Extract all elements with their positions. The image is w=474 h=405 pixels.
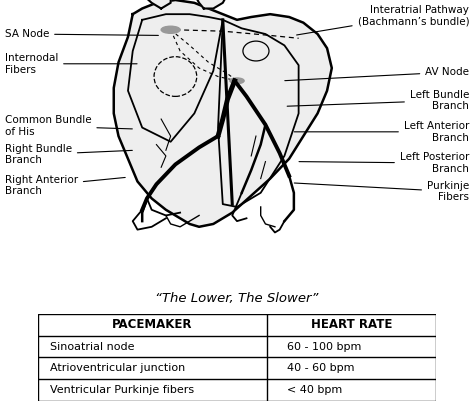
Text: Purkinje
Fibers: Purkinje Fibers	[294, 181, 469, 202]
Polygon shape	[137, 0, 171, 9]
Text: Internodal
Fibers: Internodal Fibers	[5, 53, 137, 75]
Ellipse shape	[230, 78, 244, 84]
Text: < 40 bpm: < 40 bpm	[287, 385, 342, 395]
Text: Left Bundle
Branch: Left Bundle Branch	[287, 90, 469, 111]
Text: Ventricular Purkinje fibers: Ventricular Purkinje fibers	[50, 385, 194, 395]
Ellipse shape	[161, 26, 180, 33]
Text: SA Node: SA Node	[5, 29, 158, 39]
Text: Common Bundle
of His: Common Bundle of His	[5, 115, 132, 137]
Text: Atrioventricular junction: Atrioventricular junction	[50, 363, 185, 373]
Polygon shape	[194, 0, 228, 9]
Text: Left Anterior
Branch: Left Anterior Branch	[294, 121, 469, 143]
Polygon shape	[114, 0, 332, 227]
Text: PACEMAKER: PACEMAKER	[112, 318, 192, 331]
Text: Right Anterior
Branch: Right Anterior Branch	[5, 175, 125, 196]
Text: Sinoatrial node: Sinoatrial node	[50, 341, 134, 352]
Text: AV Node: AV Node	[285, 67, 469, 81]
Text: Interatrial Pathway
(Bachmann’s bundle): Interatrial Pathway (Bachmann’s bundle)	[297, 5, 469, 35]
Text: HEART RATE: HEART RATE	[311, 318, 392, 331]
Text: 60 - 100 bpm: 60 - 100 bpm	[287, 341, 361, 352]
Text: Left Posterior
Branch: Left Posterior Branch	[299, 152, 469, 174]
Text: 40 - 60 bpm: 40 - 60 bpm	[287, 363, 354, 373]
Text: Right Bundle
Branch: Right Bundle Branch	[5, 144, 132, 165]
Text: “The Lower, The Slower”: “The Lower, The Slower”	[155, 292, 319, 305]
